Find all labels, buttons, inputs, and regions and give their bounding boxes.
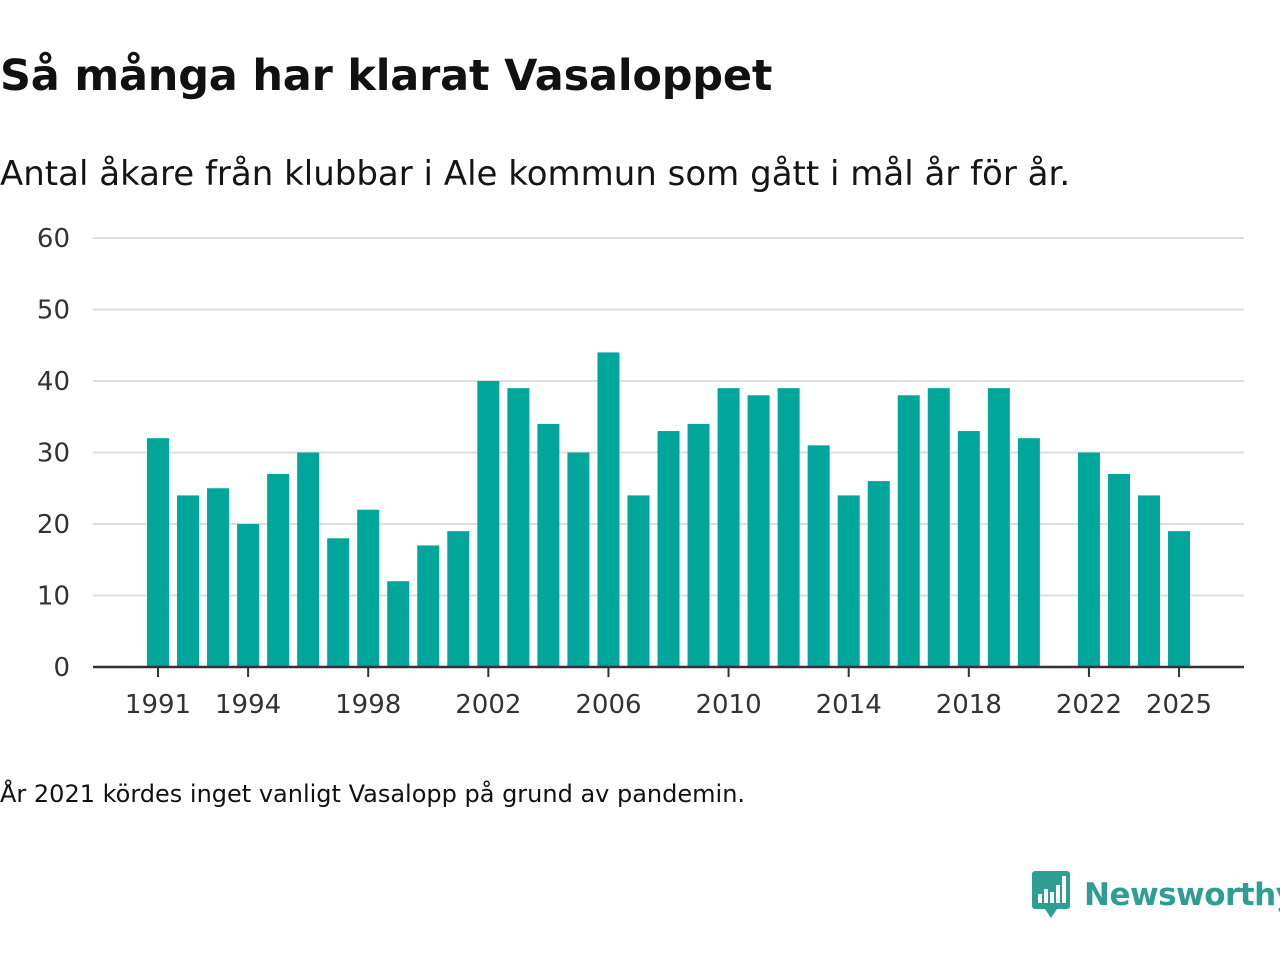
y-axis-tick-labels: 0 10 20 30 40 50 60 bbox=[37, 224, 70, 683]
x-axis-ticks: 1991 1994 1998 2002 2006 2010 2014 2018 2022 2025 bbox=[125, 667, 1212, 720]
bar-2012 bbox=[777, 388, 800, 667]
bar-1995 bbox=[267, 473, 290, 667]
bar-2002 bbox=[477, 381, 500, 667]
x-tick-label-1994: 1994 bbox=[215, 690, 281, 720]
bar-2015 bbox=[867, 481, 890, 667]
bar-2022 bbox=[1077, 452, 1100, 667]
x-tick-label-2022: 2022 bbox=[1056, 690, 1122, 720]
x-tick-label-2014: 2014 bbox=[816, 690, 882, 720]
y-tick-label-40: 40 bbox=[37, 367, 70, 397]
footnote: År 2021 kördes inget vanligt Vasalopp på… bbox=[0, 780, 746, 808]
bar-2017 bbox=[927, 388, 950, 667]
bar-2019 bbox=[987, 388, 1010, 667]
x-tick-label-2006: 2006 bbox=[575, 690, 641, 720]
y-tick-label-50: 50 bbox=[37, 296, 70, 326]
bar-2010 bbox=[717, 388, 740, 667]
chart-title: Så många har klarat Vasaloppet bbox=[0, 51, 773, 101]
y-tick-label-0: 0 bbox=[53, 653, 70, 683]
bar-2011 bbox=[747, 395, 770, 667]
bar-2025 bbox=[1168, 531, 1191, 667]
bar-2003 bbox=[507, 388, 530, 667]
bar-2020 bbox=[1017, 438, 1040, 667]
newsworthy-logo-icon bbox=[1032, 871, 1070, 918]
y-tick-label-60: 60 bbox=[37, 224, 70, 254]
bar-2013 bbox=[807, 445, 830, 667]
bar-2000 bbox=[417, 545, 440, 667]
bar-2023 bbox=[1107, 473, 1130, 667]
bar-1999 bbox=[387, 581, 410, 667]
y-tick-label-30: 30 bbox=[37, 439, 70, 469]
bar-1992 bbox=[177, 495, 200, 667]
bar-2018 bbox=[957, 431, 980, 667]
x-tick-label-2002: 2002 bbox=[455, 690, 521, 720]
x-tick-label-2025: 2025 bbox=[1146, 690, 1212, 720]
bar-1996 bbox=[297, 452, 320, 667]
x-tick-label-2018: 2018 bbox=[936, 690, 1002, 720]
x-tick-label-1998: 1998 bbox=[335, 690, 401, 720]
bar-2005 bbox=[567, 452, 590, 667]
bar-2001 bbox=[447, 531, 470, 667]
newsworthy-brand: Newsworthy bbox=[1032, 870, 1280, 920]
bar-1997 bbox=[327, 538, 350, 667]
bar-1991 bbox=[147, 438, 169, 667]
brand-name: Newsworthy bbox=[1084, 877, 1280, 913]
bar-2009 bbox=[687, 423, 710, 667]
bar-2007 bbox=[627, 495, 650, 667]
bars bbox=[147, 352, 1191, 667]
y-tick-label-10: 10 bbox=[37, 582, 70, 612]
bar-chart: 0 10 20 30 40 50 60 1991 1994 1998 2002 2006 2010 20… bbox=[37, 224, 1244, 720]
x-tick-label-2010: 2010 bbox=[695, 690, 761, 720]
bar-2024 bbox=[1137, 495, 1160, 667]
bar-1994 bbox=[237, 524, 260, 667]
bar-1998 bbox=[357, 509, 380, 667]
bar-2016 bbox=[897, 395, 920, 667]
y-tick-label-20: 20 bbox=[37, 510, 70, 540]
bar-2004 bbox=[537, 423, 560, 667]
bar-2014 bbox=[837, 495, 860, 667]
bar-2006 bbox=[597, 352, 620, 667]
bar-2008 bbox=[657, 431, 680, 667]
bar-1993 bbox=[207, 488, 230, 667]
x-tick-label-1991: 1991 bbox=[125, 690, 191, 720]
chart-subtitle: Antal åkare från klubbar i Ale kommun so… bbox=[0, 154, 1071, 194]
